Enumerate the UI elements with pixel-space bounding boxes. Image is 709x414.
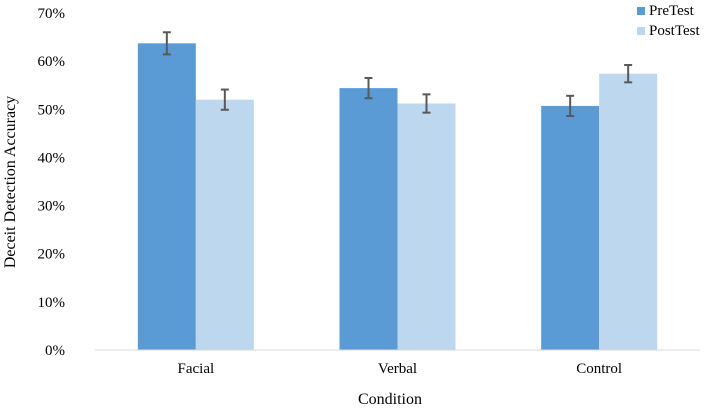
y-tick-label: 0% bbox=[45, 343, 65, 359]
y-tick-label: 10% bbox=[38, 295, 66, 311]
error-bar-posttest-facial bbox=[220, 88, 229, 111]
y-tick-label: 50% bbox=[38, 102, 66, 118]
legend-swatch-posttest bbox=[637, 27, 645, 35]
y-tick-label: 30% bbox=[38, 199, 66, 215]
legend-label-pretest: PreTest bbox=[649, 3, 695, 19]
x-tick-label: Control bbox=[576, 361, 622, 377]
error-bar-pretest-facial bbox=[162, 31, 171, 56]
bar-posttest-control bbox=[599, 73, 658, 350]
bars-layer bbox=[137, 43, 658, 351]
bar-pretest-control bbox=[541, 105, 600, 350]
x-axis-title: Condition bbox=[358, 391, 422, 408]
x-tick-labels: Facial Verbal Control bbox=[178, 361, 623, 377]
x-tick-label: Facial bbox=[178, 361, 215, 377]
legend: PreTest PostTest bbox=[637, 3, 700, 39]
bar-posttest-verbal bbox=[397, 103, 456, 350]
error-bar-posttest-control bbox=[624, 63, 633, 84]
y-tick-label: 60% bbox=[38, 54, 66, 70]
y-tick-label: 20% bbox=[38, 247, 66, 263]
error-bars-layer bbox=[162, 31, 633, 118]
bar-pretest-verbal bbox=[339, 88, 398, 351]
legend-label-posttest: PostTest bbox=[649, 23, 700, 39]
bar-posttest-facial bbox=[195, 99, 254, 351]
error-bar-pretest-control bbox=[566, 94, 575, 118]
legend-swatch-pretest bbox=[637, 7, 645, 15]
error-bar-pretest-verbal bbox=[364, 76, 373, 100]
y-axis-title: Deceit Detection Accuracy bbox=[2, 96, 19, 268]
y-tick-labels: 0% 10% 20% 30% 40% 50% 60% 70% bbox=[38, 6, 66, 359]
y-tick-label: 70% bbox=[38, 6, 66, 22]
x-tick-label: Verbal bbox=[378, 361, 417, 377]
y-tick-label: 40% bbox=[38, 150, 66, 166]
error-bar-posttest-verbal bbox=[422, 93, 431, 114]
bar-pretest-facial bbox=[137, 43, 196, 351]
